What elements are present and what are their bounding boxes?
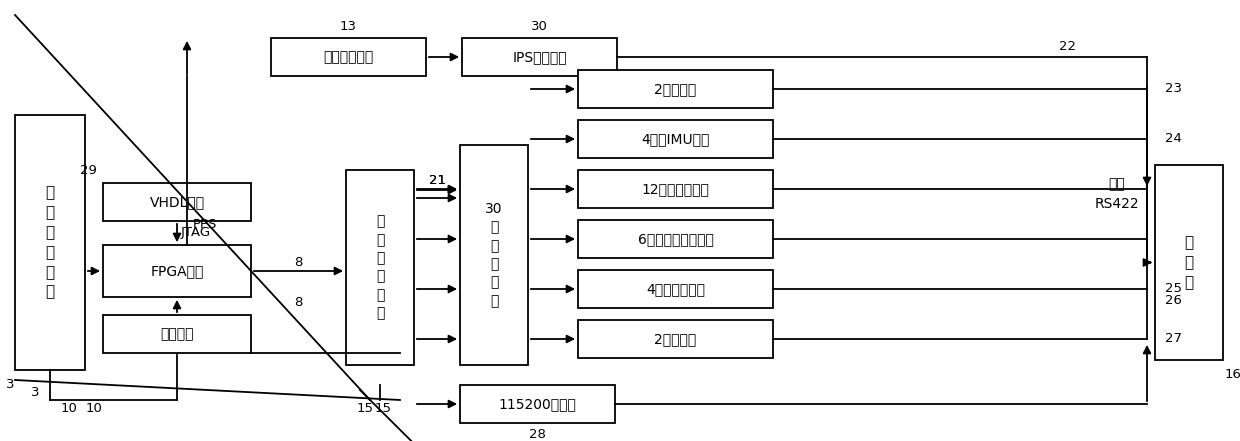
Text: 25: 25 xyxy=(1166,283,1182,295)
Text: 2字节包尾: 2字节包尾 xyxy=(655,332,697,346)
Text: 23: 23 xyxy=(1166,82,1182,96)
Bar xyxy=(578,270,773,308)
Text: 时间同步模块: 时间同步模块 xyxy=(324,50,373,64)
Bar xyxy=(103,183,250,221)
Text: 8: 8 xyxy=(294,295,303,309)
Text: FPGA芯片: FPGA芯片 xyxy=(150,264,203,278)
Text: 30: 30 xyxy=(531,19,548,33)
Text: 24: 24 xyxy=(1166,132,1182,146)
Text: 21: 21 xyxy=(429,173,445,187)
Text: 16: 16 xyxy=(1225,369,1240,381)
Bar xyxy=(103,315,250,353)
Text: 串口: 串口 xyxy=(1109,177,1126,191)
Text: 8: 8 xyxy=(294,257,303,269)
Text: 数
据
通
信
模
块: 数 据 通 信 模 块 xyxy=(46,186,55,299)
Bar xyxy=(103,245,250,297)
Text: 10: 10 xyxy=(86,401,103,415)
Text: 10: 10 xyxy=(61,401,77,415)
Text: 3: 3 xyxy=(6,378,14,392)
Text: 26: 26 xyxy=(1166,295,1182,307)
Text: 2字节包头: 2字节包头 xyxy=(655,82,697,96)
Text: PPS: PPS xyxy=(193,218,217,232)
Bar xyxy=(578,70,773,108)
Bar xyxy=(578,220,773,258)
Bar xyxy=(460,385,615,423)
Text: 15: 15 xyxy=(374,401,392,415)
Text: 13: 13 xyxy=(340,19,357,33)
Text: 28: 28 xyxy=(529,429,546,441)
Text: 27: 27 xyxy=(1166,333,1182,345)
Text: VHDL编程: VHDL编程 xyxy=(150,195,205,209)
Bar xyxy=(346,170,414,365)
Text: 21: 21 xyxy=(429,173,445,187)
Text: IPS同步脉冲: IPS同步脉冲 xyxy=(512,50,567,64)
Bar xyxy=(463,38,618,76)
Text: 3: 3 xyxy=(31,385,40,399)
Bar xyxy=(460,145,528,365)
Text: 4字节温度数据: 4字节温度数据 xyxy=(646,282,706,296)
Text: 30
个
字
节
信
息: 30 个 字 节 信 息 xyxy=(485,202,502,308)
Text: JTAG: JTAG xyxy=(181,226,211,239)
Text: 15: 15 xyxy=(357,401,373,415)
Bar xyxy=(578,120,773,158)
Text: 4字节IMU序号: 4字节IMU序号 xyxy=(641,132,709,146)
Text: 数
据
输
出
模
块: 数 据 输 出 模 块 xyxy=(376,214,384,321)
Text: 12字节陀螺数据: 12字节陀螺数据 xyxy=(641,182,709,196)
Text: 时钟电路: 时钟电路 xyxy=(160,327,193,341)
Bar xyxy=(1154,165,1223,360)
Text: 115200波特率: 115200波特率 xyxy=(498,397,577,411)
Text: 22: 22 xyxy=(1059,41,1076,53)
Text: 6字节加速度计数据: 6字节加速度计数据 xyxy=(637,232,713,246)
Text: 29: 29 xyxy=(79,164,97,177)
Bar xyxy=(578,320,773,358)
Text: 上
位
机: 上 位 机 xyxy=(1184,235,1194,290)
Bar xyxy=(15,115,86,370)
Bar xyxy=(578,170,773,208)
Text: RS422: RS422 xyxy=(1095,197,1140,211)
Bar xyxy=(272,38,427,76)
